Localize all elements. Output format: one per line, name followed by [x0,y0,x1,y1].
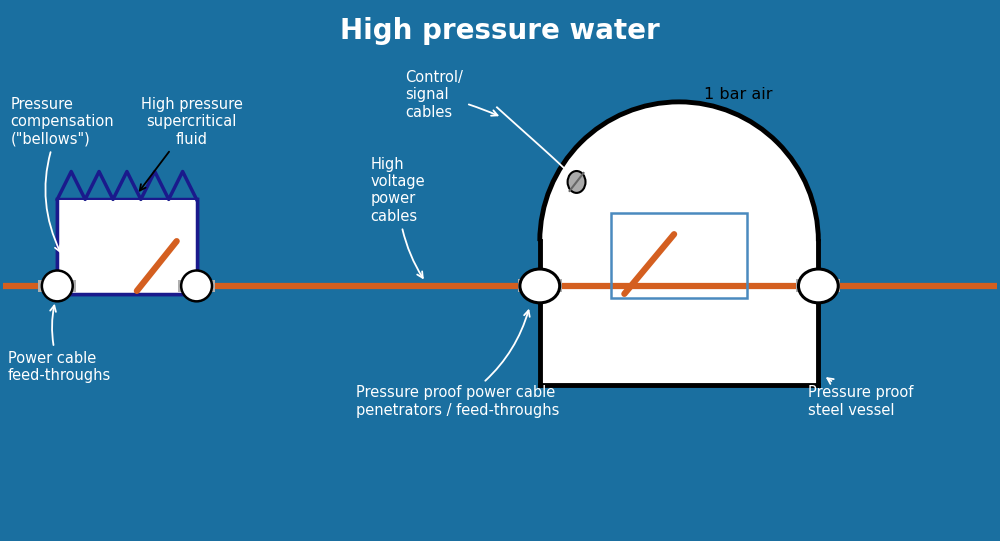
Bar [540,241,818,385]
Text: Power cable
feed-throughs: Power cable feed-throughs [8,306,111,383]
Bar [57,200,197,294]
Ellipse shape [520,269,560,303]
Bar [178,280,215,292]
Text: High pressure water: High pressure water [340,17,660,45]
Bar [58,200,196,293]
Text: Pressure proof power cable
penetrators / feed-throughs: Pressure proof power cable penetrators /… [356,311,559,418]
Bar [611,213,747,298]
Text: High
voltage
power
cables: High voltage power cables [371,156,425,278]
Ellipse shape [798,269,838,303]
Circle shape [181,270,212,301]
Text: Pressure
compensation
("bellows"): Pressure compensation ("bellows") [11,97,114,252]
Circle shape [42,270,73,301]
Text: High pressure
supercritical
fluid: High pressure supercritical fluid [140,97,243,190]
Text: Control/
signal
cables: Control/ signal cables [405,70,498,120]
Ellipse shape [568,171,586,193]
Text: Pressure proof
steel vessel: Pressure proof steel vessel [808,378,914,418]
Bar [796,280,840,292]
Bar [518,280,562,292]
Text: 1 bar air: 1 bar air [704,87,772,102]
Wedge shape [540,102,818,241]
Bar [38,280,76,292]
